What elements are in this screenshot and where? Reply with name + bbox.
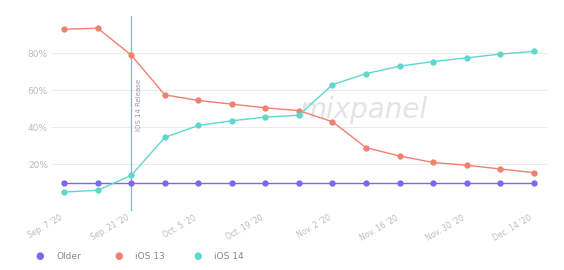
- Text: iOS 13: iOS 13: [135, 252, 165, 261]
- Text: iOS 14 Release: iOS 14 Release: [136, 79, 142, 131]
- Text: ●: ●: [35, 251, 44, 262]
- Text: mixpanel: mixpanel: [299, 96, 428, 123]
- Text: ●: ●: [193, 251, 202, 262]
- Text: ●: ●: [114, 251, 123, 262]
- Text: iOS 14: iOS 14: [214, 252, 244, 261]
- Text: Older: Older: [56, 252, 81, 261]
